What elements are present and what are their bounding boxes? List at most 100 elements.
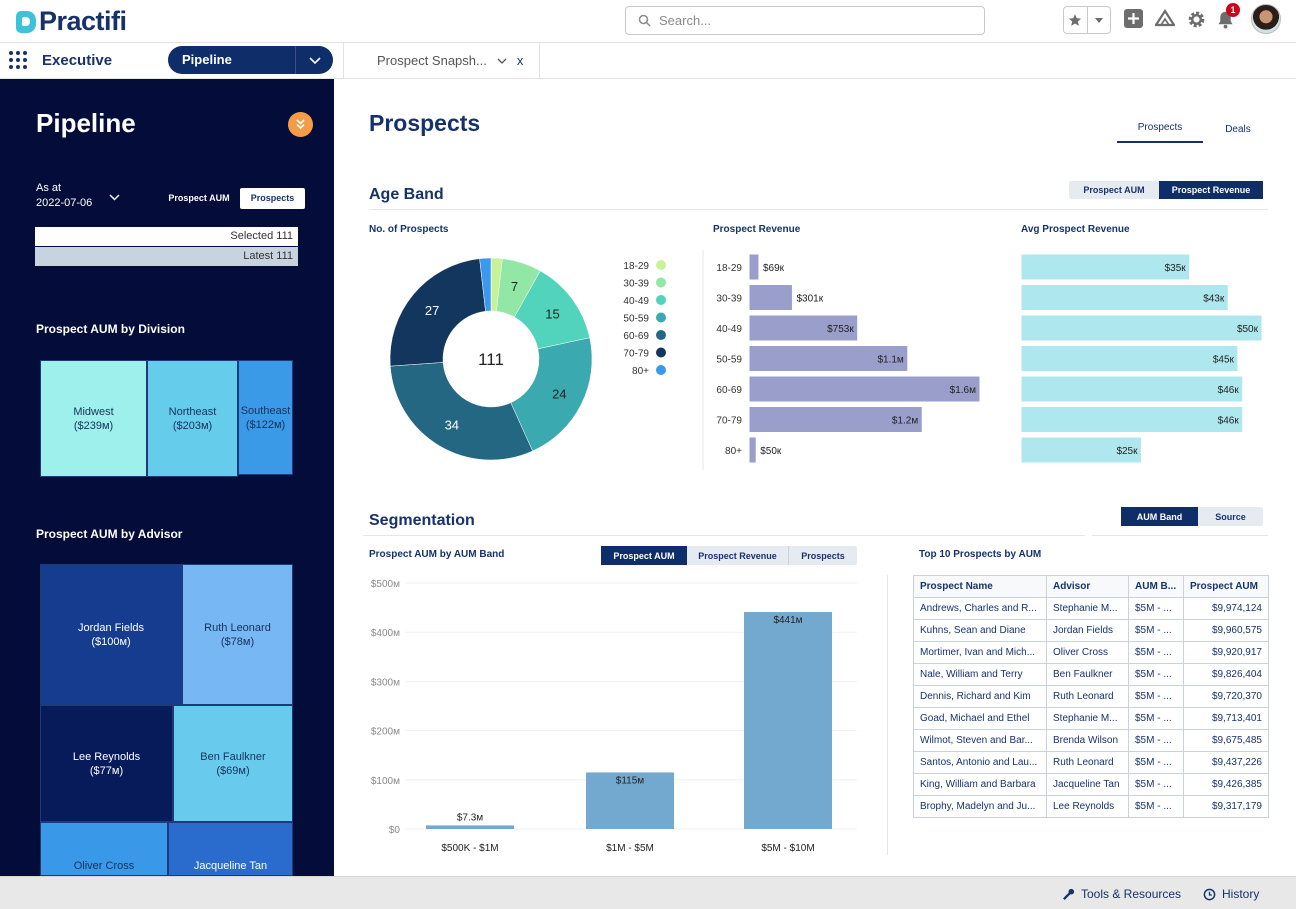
- bar-50-59: [748, 345, 909, 372]
- table-row[interactable]: Dennis, Richard and Kim Ruth Leonard $5M -…: [913, 685, 1269, 708]
- data-label: $43к: [1203, 294, 1225, 305]
- table-row[interactable]: King, William and Barbara Jacqueline Tan $…: [913, 773, 1269, 796]
- history-button[interactable]: History: [1203, 887, 1259, 901]
- toggle-prospect-aum[interactable]: Prospect AUM: [168, 193, 230, 203]
- tab-deals[interactable]: Deals: [1225, 124, 1251, 135]
- table-row[interactable]: Mortimer, Ivan and Mich... Oliver Cross $5…: [913, 641, 1269, 664]
- bar-$1M - $5M: [586, 772, 674, 829]
- treemap-tile[interactable]: Southeast ($122м): [238, 360, 293, 475]
- latest-count: Latest 111: [35, 247, 298, 266]
- donut-slice-50-59: [510, 337, 593, 452]
- tools-resources-button[interactable]: Tools & Resources: [1062, 887, 1181, 901]
- close-tab-button[interactable]: x: [516, 53, 524, 68]
- treemap-tile[interactable]: Jordan Fields ($100м): [40, 564, 182, 705]
- column-header[interactable]: Prospect Name: [913, 575, 1047, 598]
- column-header[interactable]: Advisor: [1046, 575, 1129, 598]
- toggle-prospect-revenue[interactable]: Prospect Revenue: [1159, 181, 1263, 199]
- app-launcher-icon[interactable]: [9, 51, 27, 69]
- table-row[interactable]: Andrews, Charles and R... Stephanie M... $…: [913, 597, 1269, 620]
- treemap-tile[interactable]: Ruth Leonard ($78м): [182, 564, 293, 705]
- wrench-icon: [1063, 888, 1075, 900]
- pipeline-nav-item[interactable]: Pipeline: [168, 46, 333, 74]
- toggle-source[interactable]: Source: [1215, 511, 1246, 522]
- legend-label: 40-49: [623, 296, 649, 307]
- toggle-prospects[interactable]: Prospects: [240, 188, 305, 209]
- segmentation-heading: Segmentation: [369, 512, 475, 529]
- bar-$5M - $10M: [744, 612, 832, 829]
- table-cell: Lee Reynolds: [1046, 795, 1129, 818]
- search-input[interactable]: Search...: [625, 6, 985, 35]
- toggle-prospect-revenue[interactable]: Prospect Revenue: [687, 546, 789, 565]
- toggle-prospects[interactable]: Prospects: [801, 550, 845, 561]
- table-cell: $5M - ...: [1128, 751, 1184, 774]
- y-tick-label: $0: [389, 825, 401, 836]
- toggle-aum-band[interactable]: AUM Band: [1121, 507, 1198, 526]
- legend-label: 60-69: [623, 331, 649, 342]
- practifi-logo[interactable]: Practifi: [16, 6, 127, 37]
- star-icon[interactable]: [1064, 7, 1087, 33]
- treemap-tile[interactable]: Oliver Cross: [40, 822, 168, 876]
- notification-badge: 1: [1226, 3, 1240, 17]
- treemap-tile[interactable]: Midwest ($239м): [40, 360, 147, 477]
- add-icon[interactable]: [1124, 9, 1143, 28]
- table-row[interactable]: Nale, William and Terry Ben Faulkner $5M -…: [913, 663, 1269, 686]
- data-label: $50к: [1237, 324, 1259, 335]
- x-tick-label: $5M - $10M: [761, 843, 814, 854]
- table-row[interactable]: Kuhns, Sean and Diane Jordan Fields $5M - …: [913, 619, 1269, 642]
- table-cell: $9,974,124: [1183, 597, 1269, 620]
- toggle-prospect-aum[interactable]: Prospect AUM: [601, 546, 687, 565]
- bar-60-69: [748, 375, 981, 403]
- table-cell: $9,713,401: [1183, 707, 1269, 730]
- bar-18-29: [1020, 253, 1191, 281]
- trailhead-help-icon[interactable]: [1155, 9, 1175, 29]
- category-label: 80+: [725, 446, 742, 457]
- tile-value: ($239м): [73, 419, 114, 432]
- favorites-control[interactable]: [1063, 6, 1111, 34]
- pipeline-label[interactable]: Pipeline: [182, 52, 232, 67]
- data-label: $301к: [796, 294, 823, 305]
- treemap-tile[interactable]: Ben Faulkner ($69м): [173, 705, 293, 822]
- chevron-down-icon[interactable]: [497, 58, 507, 64]
- toggle-prospect-aum[interactable]: Prospect AUM: [1083, 185, 1145, 195]
- table-cell: Jacqueline Tan: [1046, 773, 1129, 796]
- tab-prospects[interactable]: Prospects: [1117, 122, 1203, 143]
- tab-prospect-snapshot[interactable]: Prospect Snapsh... x: [343, 43, 540, 78]
- donut-slice-70-79: [389, 258, 486, 367]
- chevron-down-icon[interactable]: [295, 46, 333, 74]
- treemap-tile[interactable]: Jacqueline Tan: [168, 822, 293, 876]
- divider: [887, 575, 888, 855]
- tab-label[interactable]: Prospect Snapsh...: [377, 53, 487, 68]
- treemap-tile[interactable]: Northeast ($203м): [147, 360, 238, 477]
- table-row[interactable]: Santos, Antonio and Lau... Ruth Leonard $5…: [913, 751, 1269, 774]
- bar-70-79: [748, 406, 923, 433]
- data-label: $45к: [1213, 355, 1235, 366]
- table-row[interactable]: Brophy, Madelyn and Ju... Lee Reynolds $5M…: [913, 795, 1269, 818]
- legend-swatch: [656, 330, 666, 340]
- table-row[interactable]: Goad, Michael and Ethel Stephanie M... $5M…: [913, 707, 1269, 730]
- data-label: $46к: [1218, 416, 1240, 427]
- bar-30-39: [748, 284, 793, 311]
- favorites-dropdown-icon[interactable]: [1086, 7, 1111, 33]
- date-chevron-down-icon[interactable]: [109, 194, 120, 201]
- column-header[interactable]: AUM B...: [1128, 575, 1184, 598]
- avatar[interactable]: [1251, 4, 1281, 34]
- collapse-chevrons-icon[interactable]: [288, 112, 313, 137]
- as-at-date[interactable]: 2022-07-06: [36, 197, 93, 209]
- legend-label: 30-39: [623, 279, 649, 290]
- table-cell: Ruth Leonard: [1046, 685, 1129, 708]
- legend-label: 50-59: [623, 314, 649, 325]
- treemap-tile[interactable]: Lee Reynolds ($77м): [40, 705, 173, 822]
- tools-label: Tools & Resources: [1081, 887, 1182, 901]
- table-cell: Jordan Fields: [1046, 619, 1129, 642]
- legend-label: 18-29: [623, 261, 649, 272]
- table-row[interactable]: Wilmot, Steven and Bar... Brenda Wilson $5…: [913, 729, 1269, 752]
- data-label: $753к: [827, 324, 854, 335]
- donut-slice-40-49: [514, 270, 591, 350]
- legend-label: 70-79: [623, 349, 649, 360]
- avg-revenue-chart-title: Avg Prospect Revenue: [1021, 224, 1130, 235]
- category-label: 70-79: [716, 416, 742, 427]
- column-header[interactable]: Prospect AUM: [1183, 575, 1269, 598]
- divider: [363, 535, 1085, 536]
- table-cell: $5M - ...: [1128, 773, 1184, 796]
- gear-icon[interactable]: [1187, 10, 1206, 29]
